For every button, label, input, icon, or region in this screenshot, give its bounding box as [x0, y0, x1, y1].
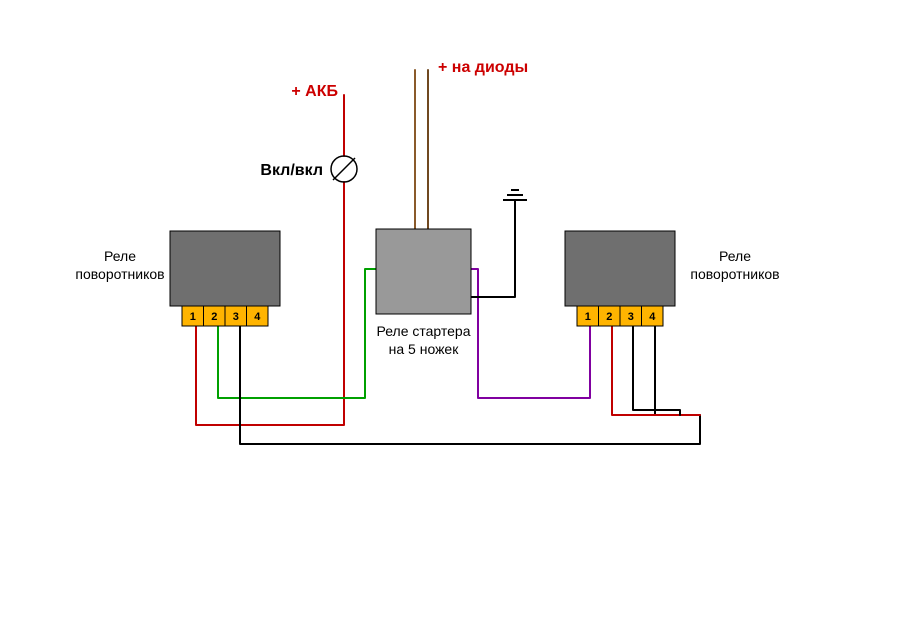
svg-text:на 5 ножек: на 5 ножек — [389, 341, 460, 357]
pin-number: 2 — [606, 311, 612, 323]
relay-left: 1 2 3 4 Реле поворотников — [75, 231, 280, 326]
switch: Вкл/вкл — [260, 156, 357, 182]
relay-center: Реле стартера на 5 ножек — [376, 229, 471, 357]
pin-number: 4 — [649, 311, 656, 323]
wire-right-pin4-black — [633, 326, 680, 415]
pin-number: 2 — [211, 311, 217, 323]
diodes-label: + на диоды — [438, 59, 528, 76]
wire-left-black — [240, 326, 700, 444]
ground-symbol — [503, 190, 527, 208]
pin-number: 1 — [585, 311, 591, 323]
svg-text:Реле: Реле — [719, 248, 751, 264]
svg-text:поворотников: поворотников — [75, 266, 164, 282]
pin-number: 3 — [233, 311, 239, 323]
pin-number: 4 — [254, 311, 261, 323]
svg-text:Реле: Реле — [104, 248, 136, 264]
svg-text:Вкл/вкл: Вкл/вкл — [260, 162, 323, 179]
svg-text:поворотников: поворотников — [690, 266, 779, 282]
relay-right: 1 2 3 4 Реле поворотников — [565, 231, 780, 326]
pin-number: 1 — [190, 311, 196, 323]
svg-text:Реле стартера: Реле стартера — [376, 323, 470, 339]
pin-number: 3 — [628, 311, 634, 323]
akb-label: + АКБ — [291, 83, 338, 100]
